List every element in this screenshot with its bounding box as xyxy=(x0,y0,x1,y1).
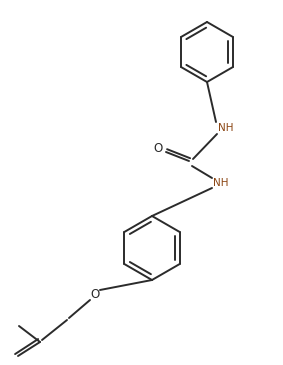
Text: O: O xyxy=(90,288,100,301)
Text: NH: NH xyxy=(218,123,233,133)
Text: NH: NH xyxy=(213,178,228,188)
Text: O: O xyxy=(153,142,163,154)
